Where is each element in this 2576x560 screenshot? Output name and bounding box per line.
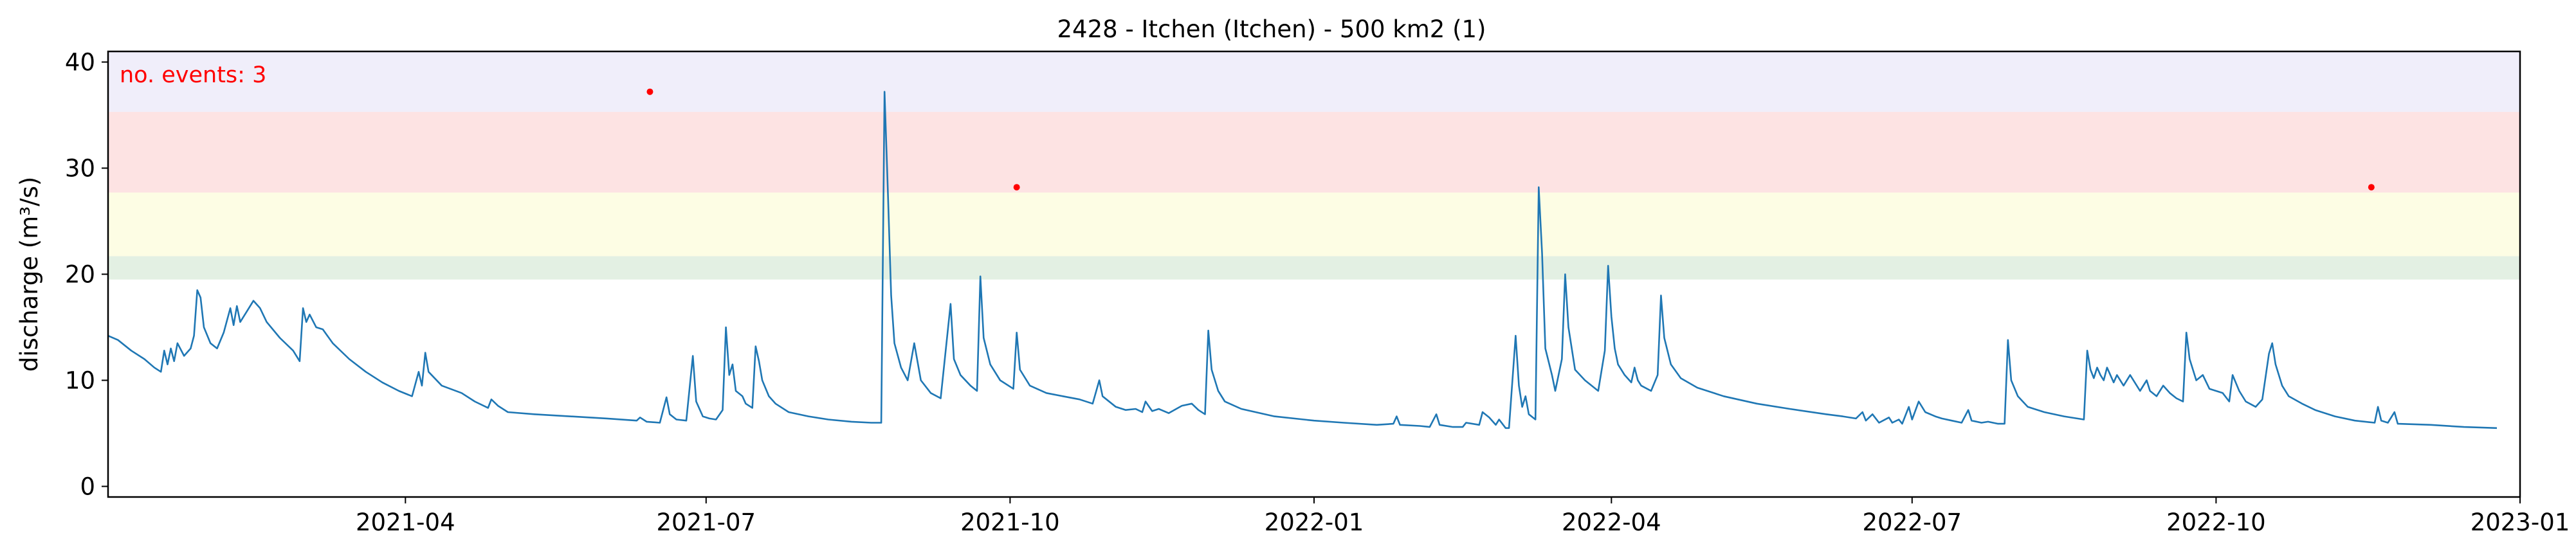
threshold-band-1 (108, 192, 2520, 257)
threshold-band-0 (108, 256, 2520, 280)
y-tick-label-1: 10 (65, 367, 95, 395)
x-tick-label-5: 2022-07 (1862, 509, 1962, 536)
event-marker-0 (646, 88, 653, 95)
y-axis-label: discharge (m³/s) (15, 177, 43, 372)
event-markers (646, 88, 2375, 191)
event-marker-1 (1013, 184, 1020, 191)
discharge-series-line-0 (107, 91, 2498, 429)
y-tick-label-0: 0 (80, 473, 95, 501)
x-tick-label-1: 2021-07 (656, 509, 756, 536)
event-count-label: no. events: 3 (120, 62, 266, 88)
threshold-band-2 (108, 112, 2520, 193)
y-axis: 0 10 20 30 40 (65, 49, 108, 501)
threshold-band-3 (108, 51, 2520, 113)
x-tick-label-7: 2023-01 (2471, 509, 2570, 536)
series-layer (107, 91, 2498, 429)
x-tick-label-6: 2022-10 (2166, 509, 2266, 536)
y-tick-label-4: 40 (65, 49, 95, 77)
event-marker-2 (2368, 184, 2375, 191)
x-tick-label-4: 2022-04 (1562, 509, 1661, 536)
y-tick-label-2: 20 (65, 261, 95, 289)
y-tick-label-3: 30 (65, 155, 95, 183)
x-tick-label-0: 2021-04 (356, 509, 455, 536)
x-axis: 2021-04 2021-07 2021-10 2022-01 2022-04 2022-… (356, 497, 2570, 536)
threshold-bands (108, 51, 2520, 280)
x-tick-label-2: 2021-10 (960, 509, 1060, 536)
x-tick-label-3: 2022-01 (1265, 509, 1364, 536)
chart-title: 2428 - Itchen (Itchen) - 500 km2 (1) (1057, 15, 1486, 43)
